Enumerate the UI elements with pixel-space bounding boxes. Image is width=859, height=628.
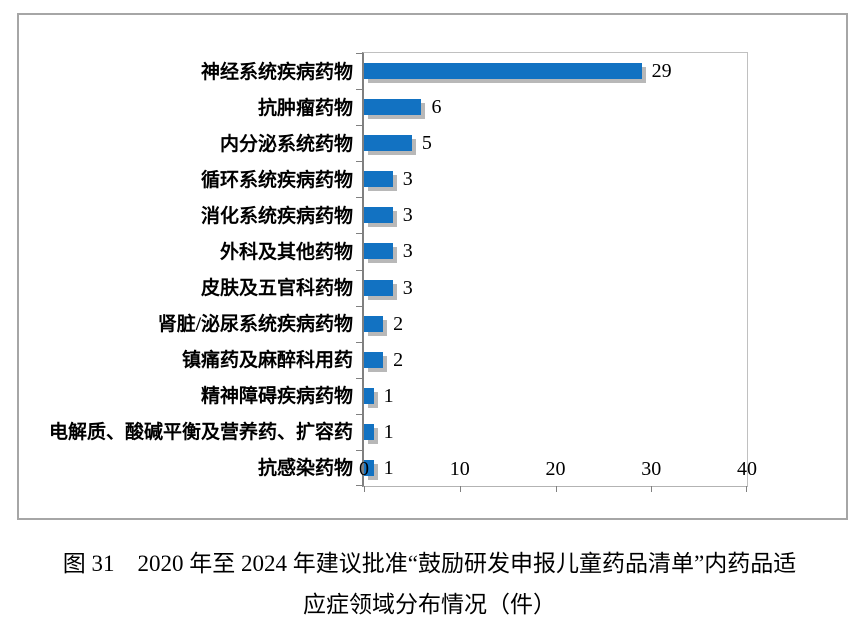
figure-caption: 图 31 2020 年至 2024 年建议批准“鼓励研发申报儿童药品清单”内药品… (0, 543, 859, 625)
bar (364, 135, 412, 152)
category-label: 皮肤及五官科药物 (200, 278, 353, 299)
category-label: 电解质、酸碱平衡及营养药、扩容药 (48, 422, 353, 444)
bar (364, 207, 393, 224)
category-axis-labels: 神经系统疾病药物抗肿瘤药物内分泌系统药物循环系统疾病药物 消化系统疾病药物外科及其… (19, 52, 353, 485)
value-label: 2 (393, 312, 404, 335)
y-axis-tick (356, 485, 362, 486)
x-tick-label: 0 (359, 458, 369, 480)
x-tick-label: 20 (545, 458, 566, 480)
category-label: 内分泌系统药物 (219, 133, 353, 155)
category-label: 镇痛药及麻醉科用药 (181, 350, 353, 372)
x-tick-label: 30 (641, 458, 662, 480)
bar (364, 99, 422, 116)
y-axis-tick (356, 449, 362, 451)
chart-frame: 神经系统疾病药物抗肿瘤药物内分泌系统药物循环系统疾病药物 消化系统疾病药物外科及其… (17, 13, 848, 520)
y-axis-tick (356, 197, 362, 199)
x-axis-tick (364, 486, 365, 492)
bar (364, 171, 393, 188)
value-label: 5 (421, 132, 432, 155)
bar (364, 459, 374, 476)
y-axis-tick (356, 413, 362, 415)
value-label: 3 (402, 276, 413, 299)
bar (364, 387, 374, 404)
value-label: 1 (383, 420, 394, 443)
y-axis-tick (356, 125, 362, 127)
plot-area: 29 6 5 3 3 3 3 2 2 1 1 1 (356, 52, 748, 492)
category-label: 外科及其他药物 (219, 241, 353, 263)
value-label: 6 (431, 96, 442, 119)
value-label: 1 (383, 456, 394, 479)
value-label: 29 (651, 60, 672, 83)
y-axis-tick (356, 161, 362, 163)
value-label: 3 (402, 168, 413, 191)
y-axis-tick (356, 89, 362, 91)
x-tick-label: 10 (449, 458, 470, 480)
category-label: 精神障碍疾病药物 (200, 386, 353, 408)
category-label: 消化系统疾病药物 (200, 205, 353, 227)
category-label: 肾脏/泌尿系统疾病药物 (157, 314, 353, 336)
value-label: 3 (402, 240, 413, 263)
y-axis-tick (356, 341, 362, 343)
x-axis-tick (459, 486, 461, 492)
caption-line-1: 图 31 2020 年至 2024 年建议批准“鼓励研发申报儿童药品清单”内药品… (62, 551, 797, 576)
x-axis-tick (651, 486, 653, 492)
x-axis-tick (555, 486, 557, 492)
y-axis-tick (356, 233, 362, 235)
category-label: 循环系统疾病药物 (200, 169, 353, 191)
x-tick-label: 40 (737, 458, 757, 480)
bar (364, 243, 393, 260)
caption-line-2: 应症领域分布情况（件） (303, 592, 556, 617)
bar (364, 63, 642, 80)
bar (364, 423, 374, 440)
value-label: 2 (393, 348, 404, 371)
bar (364, 315, 384, 332)
category-label: 神经系统疾病药物 (200, 61, 353, 83)
y-axis-tick (356, 305, 362, 307)
y-axis-tick (356, 269, 362, 271)
y-axis-tick (356, 53, 362, 54)
bar (364, 279, 393, 296)
y-axis-tick (356, 377, 362, 379)
value-label: 1 (383, 384, 394, 407)
bar (364, 351, 384, 368)
category-label: 抗感染药物 (257, 458, 353, 480)
value-label: 3 (402, 204, 413, 227)
x-axis-tick (746, 486, 747, 492)
category-label: 抗肿瘤药物 (257, 97, 353, 119)
